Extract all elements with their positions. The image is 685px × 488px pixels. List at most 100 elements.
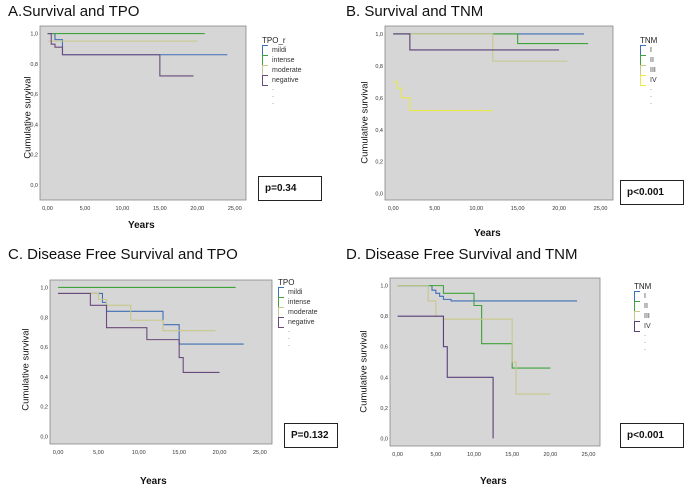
y-tick-label: 1,0 (380, 284, 388, 290)
panel-b-plot: 0,0 0,2 0,4 0,6 0,8 1,0 0,00 5,00 10,00 15,00 20,0… (371, 24, 615, 214)
panel-b-legend: TNM I II III IV... (640, 36, 657, 106)
series-line-negative (47, 33, 194, 77)
x-tick-label: 20,00 (213, 450, 227, 456)
panel-c-plot: 0,0 0,2 0,4 0,6 0,8 1,0 0,00 5,00 10,00 15,00 20,0… (36, 278, 274, 458)
x-tick-label: 25,00 (582, 452, 596, 458)
legend-item: intense (262, 54, 302, 66)
y-tick-label: 0,2 (40, 405, 48, 411)
panel-a-pvalue: p=0.34 (258, 176, 322, 201)
y-tick-label: 0,0 (380, 436, 388, 442)
legend-label: III (650, 66, 656, 74)
legend-dot: . (650, 99, 652, 106)
legend-swatch (262, 74, 268, 86)
plot-area (49, 279, 273, 445)
legend-dot: . (288, 341, 290, 348)
legend-dot: . (644, 331, 646, 338)
legend-dot: . (272, 99, 274, 106)
y-tick-label: 0,0 (375, 192, 383, 198)
chart-svg-b: 0,0 0,2 0,4 0,6 0,8 1,0 0,00 5,00 10,00 15,00 20,0… (375, 25, 614, 212)
series-line-v (393, 33, 560, 51)
y-tick-label: 0,6 (30, 92, 38, 98)
panel-a-legend: TPO_r mildi intense moderate negative... (262, 36, 302, 106)
legend-label: mildi (272, 46, 287, 54)
y-tick-label: 1,0 (375, 32, 383, 38)
panel-d-xlabel: Years (480, 476, 507, 487)
y-tick-label: 0,2 (30, 153, 38, 159)
panel-b-ylabel: Cumulative survival (359, 81, 371, 164)
series-line-iv (393, 81, 493, 112)
legend-label: IV (650, 76, 657, 84)
y-tick-label: 0,0 (30, 183, 38, 189)
panel-b-pvalue: p<0.001 (620, 180, 684, 205)
legend-item: III (634, 310, 651, 322)
legend-item: mildi (262, 44, 302, 56)
legend-title: TPO (278, 278, 295, 287)
panel-d-pvalue: p<0.001 (620, 423, 684, 448)
y-tick-label: 0,6 (375, 96, 383, 102)
x-tick-label: 25,00 (594, 206, 608, 212)
x-tick-label: 15,00 (511, 206, 525, 212)
y-tick-label: 0,6 (40, 345, 48, 351)
legend-item: negative (278, 316, 318, 328)
x-tick-label: 5,00 (80, 206, 91, 212)
y-tick-label: 0,4 (375, 128, 383, 134)
y-tick-label: 0,4 (380, 375, 388, 381)
legend-item: II (640, 54, 657, 66)
y-tick-label: 0,8 (380, 314, 388, 320)
panel-c-legend: TPO mildi intense moderate negative... (278, 278, 318, 348)
x-tick-label: 5,00 (429, 206, 440, 212)
legend-label: II (650, 56, 654, 64)
x-tick-label: 10,00 (116, 206, 130, 212)
x-tick-label: 0,00 (392, 452, 403, 458)
legend-title: TNM (634, 282, 652, 291)
legend-item: IV (634, 320, 651, 332)
legend-item: intense (278, 296, 318, 308)
legend-item: I (640, 44, 657, 56)
panel-d-ylabel: Cumulative survival (358, 330, 370, 413)
chart-svg-c: 0,0 0,2 0,4 0,6 0,8 1,0 0,00 5,00 10,00 15,00 20,0… (40, 279, 273, 456)
legend-label: negative (288, 318, 315, 326)
y-tick-label: 1,0 (30, 32, 38, 38)
legend-title: TPO_r (262, 36, 286, 45)
x-tick-label: 10,00 (132, 450, 146, 456)
legend-dot: . (650, 85, 652, 92)
legend-dot: . (650, 92, 652, 99)
legend-item: IV (640, 74, 657, 86)
panel-a-plot: 0,0 0,2 0,4 0,6 0,8 1,0 0,00 5,00 10,00 15,00 20,0… (26, 24, 248, 214)
x-tick-label: 15,00 (505, 452, 519, 458)
y-tick-label: 0,6 (380, 345, 388, 351)
legend-item: moderate (262, 64, 302, 76)
legend-swatch (640, 74, 646, 86)
legend-label: moderate (288, 308, 318, 316)
legend-item: mildi (278, 286, 318, 298)
legend-label: I (644, 292, 646, 300)
panel-b-xlabel: Years (474, 228, 501, 239)
legend-dot: . (644, 345, 646, 352)
legend-label: IV (644, 322, 651, 330)
legend-dot: . (272, 92, 274, 99)
y-tick-label: 0,2 (380, 406, 388, 412)
legend-dot: . (272, 85, 274, 92)
panel-a-xlabel: Years (128, 220, 155, 231)
legend-title: TNM (640, 36, 658, 45)
plot-area (39, 25, 247, 201)
x-tick-label: 0,00 (53, 450, 64, 456)
series-line-negative (58, 292, 220, 373)
legend-label: III (644, 312, 650, 320)
x-tick-label: 20,00 (190, 206, 204, 212)
x-tick-label: 20,00 (543, 452, 557, 458)
legend-item: II (634, 300, 651, 312)
x-tick-label: 0,00 (42, 206, 53, 212)
chart-svg-d: 0,0 0,2 0,4 0,6 0,8 1,0 0,00 5,00 10,00 15,00 20,0… (380, 277, 601, 458)
legend-dot: . (288, 334, 290, 341)
legend-item: negative (262, 74, 302, 86)
panel-c-ylabel: Cumulative survival (20, 328, 32, 411)
x-tick-label: 15,00 (172, 450, 186, 456)
y-tick-label: 0,8 (30, 62, 38, 68)
y-tick-label: 0,8 (375, 64, 383, 70)
panel-c-title: C. Disease Free Survival and TPO (8, 246, 238, 263)
x-tick-label: 25,00 (253, 450, 267, 456)
legend-label: negative (272, 76, 299, 84)
plot-area (389, 277, 601, 447)
series-line-moderate (58, 292, 216, 332)
